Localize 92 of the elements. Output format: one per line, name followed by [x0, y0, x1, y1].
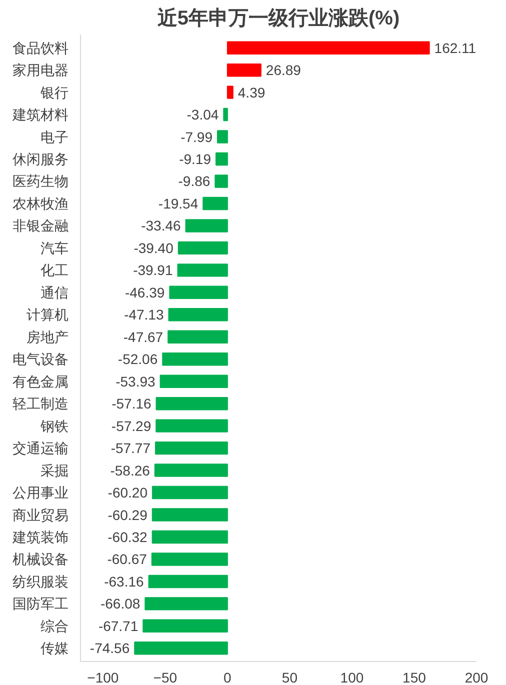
x-tick-label: 0: [224, 670, 232, 685]
y-tick-label: 钢铁: [40, 418, 68, 434]
data-label: -60.29: [108, 506, 148, 523]
bar: [152, 508, 228, 522]
y-tick-label: 轻工制造: [12, 396, 68, 412]
x-tick-label: −100: [87, 670, 119, 685]
x-tick-label: 50: [282, 670, 298, 685]
y-tick-label: 农林牧渔: [12, 195, 68, 212]
data-label: -46.39: [124, 284, 165, 300]
bar: [160, 374, 228, 388]
data-label: -19.54: [158, 195, 198, 212]
data-label: 162.11: [434, 40, 476, 56]
data-label: -33.46: [141, 218, 182, 234]
data-label: -60.20: [108, 484, 148, 501]
data-label: 26.89: [266, 62, 302, 78]
data-label: 4.39: [238, 84, 266, 100]
y-tick-label: 化工: [40, 262, 68, 278]
data-label: -9.86: [178, 173, 210, 190]
bar: [134, 642, 228, 655]
bar: [156, 419, 228, 432]
x-tick-label: 150: [402, 670, 426, 685]
data-label: -47.67: [123, 328, 164, 345]
bar: [177, 264, 228, 277]
bar: [154, 464, 228, 477]
bar: [155, 441, 228, 455]
bar: [214, 174, 228, 188]
bar: [152, 530, 228, 544]
bar: [178, 241, 228, 255]
data-label: -52.06: [118, 351, 158, 368]
bar: [169, 286, 228, 300]
bar: [168, 330, 228, 344]
y-tick-label: 传媒: [40, 640, 68, 656]
y-tick-label: 采掘: [40, 462, 68, 478]
y-tick-label: 机械设备: [12, 551, 68, 568]
y-tick-label: 非银金融: [12, 218, 68, 234]
data-label: -57.16: [112, 396, 152, 412]
x-tick-label: 100: [340, 670, 364, 685]
data-label: -57.77: [110, 440, 151, 456]
y-tick-label: 食品饮料: [12, 40, 68, 56]
y-tick-label: 银行: [40, 84, 68, 100]
x-tick-label: −50: [153, 670, 178, 685]
y-tick-label: 通信: [40, 284, 68, 300]
data-label: -53.93: [116, 373, 156, 390]
bar: [168, 308, 228, 322]
y-tick-label: 商业贸易: [12, 506, 68, 523]
y-tick-label: 有色金属: [12, 373, 68, 390]
data-label: -39.40: [134, 240, 174, 256]
bar: [142, 619, 228, 633]
data-label: -60.32: [108, 528, 148, 545]
y-tick-label: 电气设备: [12, 351, 68, 368]
data-label: -74.56: [90, 640, 130, 656]
bar: [216, 130, 228, 144]
y-tick-label: 纺织服装: [12, 573, 68, 590]
data-label: -39.91: [133, 262, 173, 278]
bar: [202, 196, 228, 210]
y-tick-label: 汽车: [40, 240, 68, 256]
y-tick-label: 国防军工: [12, 596, 68, 612]
y-tick-label: 建筑材料: [12, 106, 68, 123]
bar: [226, 63, 262, 77]
bar: [223, 108, 228, 122]
data-label: -7.99: [180, 128, 213, 145]
data-label: -67.71: [98, 618, 138, 634]
y-tick-label: 交通运输: [12, 440, 68, 456]
data-label: -9.19: [179, 151, 212, 168]
bar: [152, 486, 228, 500]
y-tick-label: 综合: [40, 618, 68, 634]
data-label: -3.04: [186, 106, 219, 123]
y-tick-label: 房地产: [26, 328, 68, 345]
y-tick-label: 建筑装饰: [12, 528, 68, 545]
y-tick-label: 计算机: [26, 306, 68, 323]
data-label: -66.08: [100, 596, 140, 612]
bar: [216, 152, 228, 166]
data-label: -60.67: [107, 551, 148, 568]
bar: [162, 352, 228, 366]
x-tick-label: 200: [464, 670, 488, 685]
bar: [156, 396, 228, 410]
data-label: -57.29: [111, 418, 152, 434]
y-tick-label: 电子: [40, 128, 68, 145]
chart-title: 近5年申万一级行业涨跌(%): [156, 6, 400, 30]
bar: [226, 86, 234, 99]
bar: [148, 574, 228, 588]
data-label: -58.26: [110, 462, 150, 478]
bar: [144, 597, 228, 610]
bar: [185, 219, 228, 232]
y-tick-label: 休闲服务: [12, 151, 68, 168]
y-tick-label: 公用事业: [12, 484, 68, 501]
y-tick-label: 医药生物: [12, 173, 68, 190]
data-label: -47.13: [124, 306, 164, 323]
bar: [226, 41, 430, 54]
y-tick-label: 家用电器: [12, 62, 68, 78]
bar: [151, 552, 228, 566]
data-label: -63.16: [104, 573, 144, 590]
